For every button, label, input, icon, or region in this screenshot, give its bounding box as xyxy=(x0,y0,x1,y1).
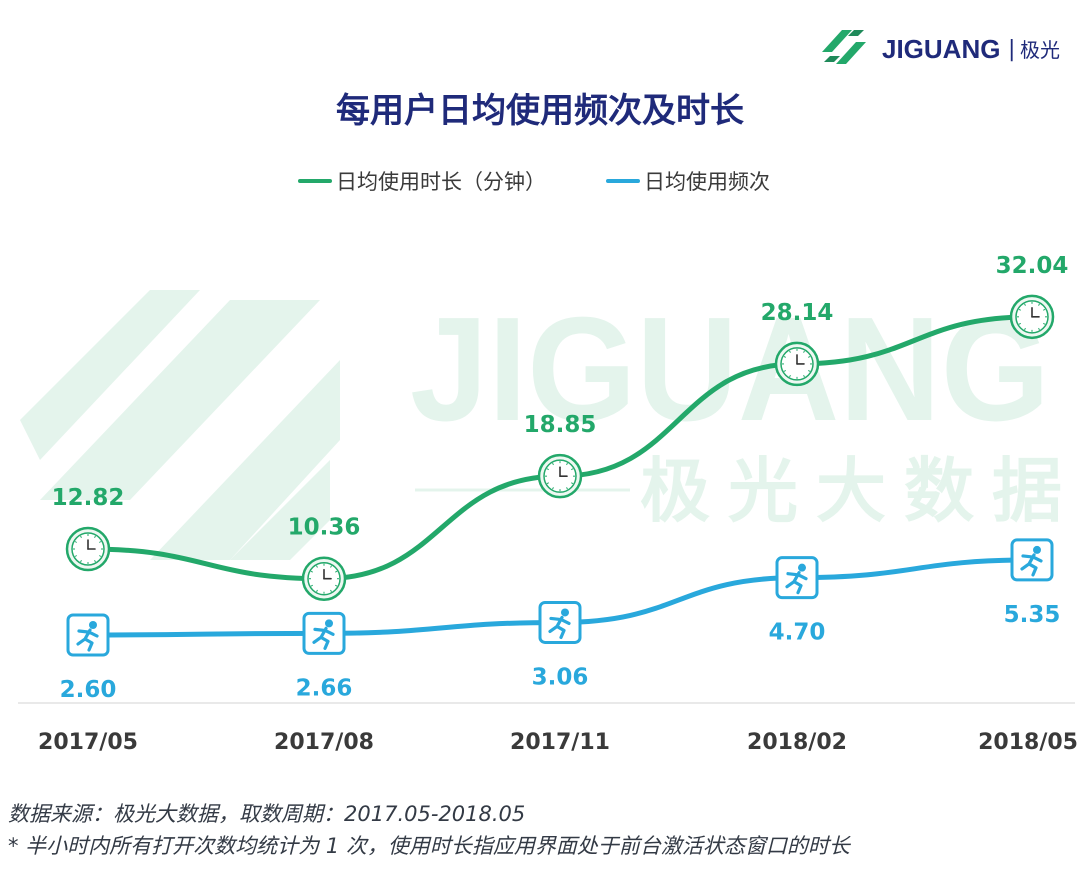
chart-title: 每用户日均使用频次及时长 xyxy=(336,91,744,131)
data-label-frequency: 3.06 xyxy=(532,664,589,690)
legend-label-frequency: 日均使用频次 xyxy=(644,170,770,194)
series-markers-duration xyxy=(65,294,1055,601)
watermark: JIGUANG 极光大数据 xyxy=(20,287,1080,560)
watermark-logo-icon xyxy=(20,290,340,560)
clock-icon xyxy=(65,526,111,572)
series-markers-frequency xyxy=(66,538,1054,657)
series-labels-frequency: 2.60 2.66 3.06 4.70 5.35 xyxy=(60,602,1061,703)
clock-icon xyxy=(1009,294,1055,340)
data-label-duration: 18.85 xyxy=(524,412,597,438)
data-label-duration: 28.14 xyxy=(761,300,834,326)
data-label-frequency: 2.66 xyxy=(296,675,353,701)
clock-icon xyxy=(301,556,347,601)
x-tick-label: 2017/05 xyxy=(38,730,138,755)
data-label-duration: 32.04 xyxy=(996,253,1069,279)
runner-icon xyxy=(775,556,819,600)
x-tick-label: 2017/08 xyxy=(274,730,374,755)
x-tick-label: 2018/05 xyxy=(978,730,1078,755)
brand-logo: JIGUANG | 极光 xyxy=(818,22,1060,70)
watermark-text-en: JIGUANG xyxy=(410,287,1050,452)
data-label-duration: 10.36 xyxy=(288,515,361,541)
data-label-frequency: 4.70 xyxy=(769,620,826,646)
data-label-frequency: 5.35 xyxy=(1004,602,1061,628)
clock-icon xyxy=(774,341,820,387)
data-label-frequency: 2.60 xyxy=(60,677,117,703)
x-axis-ticks: 2017/05 2017/08 2017/11 2018/02 2018/05 xyxy=(38,730,1078,755)
runner-icon xyxy=(66,613,110,657)
runner-icon xyxy=(1010,538,1054,582)
footnote-source: 数据来源：极光大数据，取数周期：2017.05-2018.05 xyxy=(8,802,526,826)
runner-icon xyxy=(538,600,582,644)
brand-cn: 极光 xyxy=(1020,38,1060,62)
brand-separator: | xyxy=(1008,37,1015,62)
legend: 日均使用时长（分钟） 日均使用频次 xyxy=(298,170,770,194)
x-tick-label: 2017/11 xyxy=(510,730,610,755)
data-label-duration: 12.82 xyxy=(52,485,125,511)
legend-label-duration: 日均使用时长（分钟） xyxy=(336,170,546,194)
watermark-text-cn: 极光大数据 xyxy=(640,450,1080,532)
footnote-note: * 半小时内所有打开次数均统计为 1 次，使用时长指应用界面处于前台激活状态窗口… xyxy=(8,834,850,858)
runner-icon xyxy=(302,611,346,655)
brand-name: JIGUANG xyxy=(882,34,1000,64)
brand-logo-icon xyxy=(818,22,872,70)
clock-icon xyxy=(537,453,583,499)
series-labels-duration: 12.82 10.36 18.85 28.14 32.04 xyxy=(52,253,1069,541)
x-tick-label: 2018/02 xyxy=(747,730,847,755)
